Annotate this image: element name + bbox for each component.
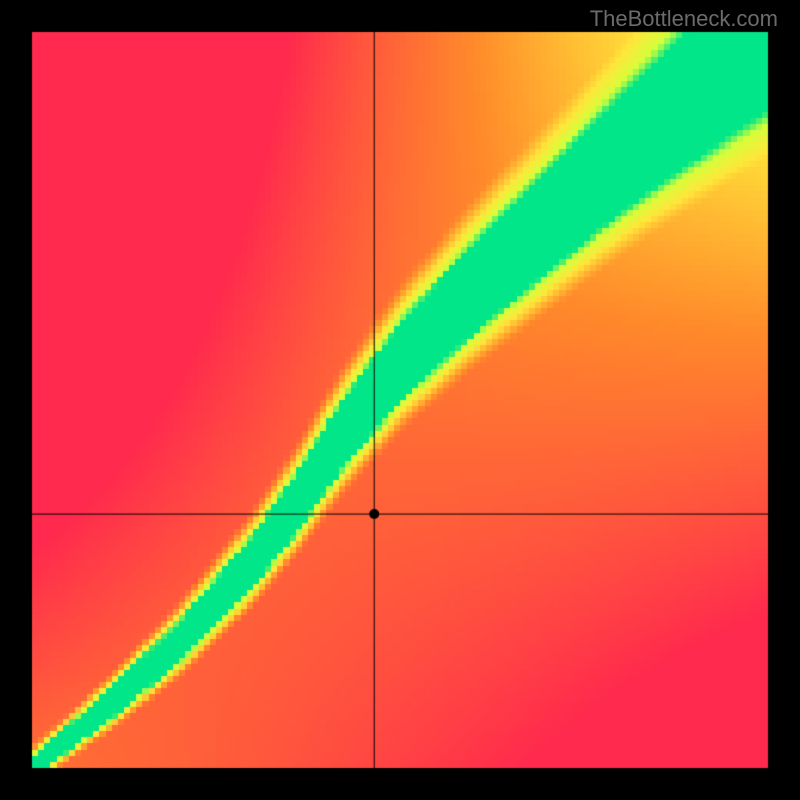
chart-container: TheBottleneck.com xyxy=(0,0,800,800)
watermark-text: TheBottleneck.com xyxy=(590,6,778,32)
heatmap-canvas xyxy=(0,0,800,800)
